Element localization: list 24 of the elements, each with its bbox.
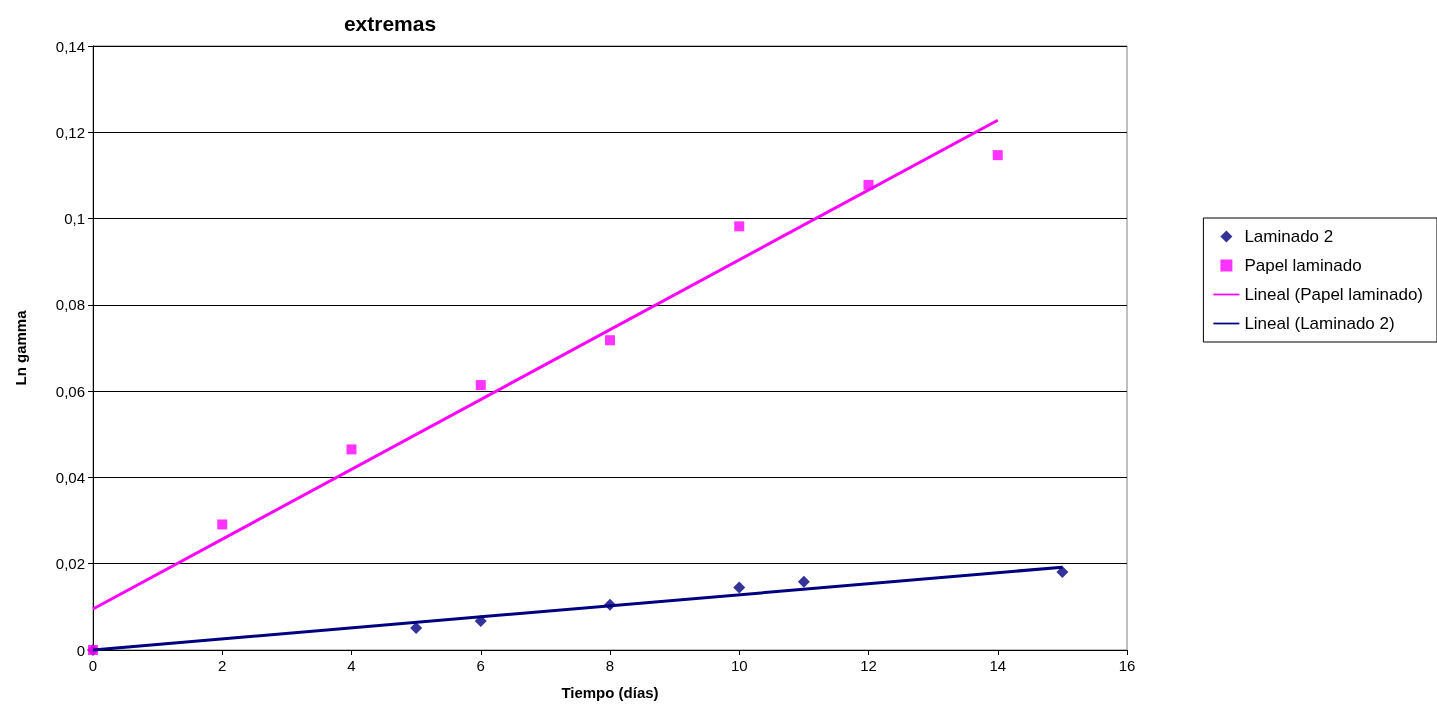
y-axis-title: Ln gamma — [12, 309, 29, 386]
x-axis-title: Tiempo (días) — [561, 684, 659, 701]
x-tick-label: 10 — [730, 657, 748, 674]
y-tick-label: 0,06 — [55, 382, 85, 400]
chart-title: extremas — [343, 12, 437, 35]
x-tick-label: 2 — [218, 657, 227, 674]
y-tick-label: 0 — [76, 641, 85, 659]
y-tick-label: 0,08 — [55, 296, 85, 314]
y-tick-label: 0,04 — [55, 468, 85, 486]
x-tick-label: 0 — [88, 657, 98, 674]
legend-label: Lineal (Papel laminado) — [1244, 285, 1423, 304]
x-tick-label: 4 — [347, 657, 356, 674]
y-tick-label: 0,1 — [64, 210, 85, 228]
x-tick-label: 6 — [476, 657, 485, 674]
x-tick-label: 16 — [1118, 657, 1136, 674]
x-tick-label: 12 — [860, 657, 877, 674]
y-tick-label: 0,12 — [55, 123, 85, 141]
legend-label: Papel laminado — [1244, 256, 1362, 275]
legend-label: Lineal (Laminado 2) — [1244, 314, 1395, 333]
y-tick-label: 0,02 — [55, 555, 85, 573]
x-tick-label: 8 — [605, 657, 615, 674]
legend-label: Laminado 2 — [1244, 227, 1334, 246]
x-tick-label: 14 — [989, 657, 1007, 674]
y-tick-label: 0,14 — [55, 37, 85, 55]
